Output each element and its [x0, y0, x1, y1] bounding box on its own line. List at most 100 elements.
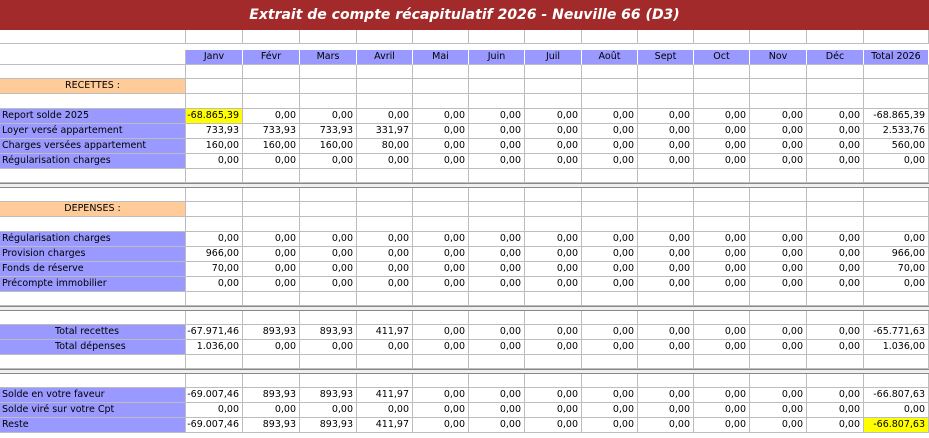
value-cell-déc[interactable]: 0,00 [807, 109, 864, 124]
value-cell[interactable] [864, 374, 929, 388]
value-cell-févr[interactable]: 893,93 [243, 418, 300, 433]
value-cell-août[interactable]: 0,00 [582, 388, 638, 403]
value-cell[interactable] [525, 217, 582, 232]
value-cell[interactable] [582, 374, 638, 388]
value-cell[interactable] [864, 188, 929, 202]
total-cell[interactable]: 1.036,00 [864, 340, 929, 355]
value-cell-sept[interactable]: 0,00 [638, 154, 694, 169]
value-cell[interactable] [582, 188, 638, 202]
value-cell-avril[interactable]: 411,97 [357, 418, 413, 433]
value-cell-juil[interactable]: 0,00 [525, 262, 582, 277]
value-cell-juil[interactable]: 0,00 [525, 403, 582, 418]
value-cell-oct[interactable]: 0,00 [694, 325, 750, 340]
value-cell[interactable] [807, 292, 864, 306]
value-cell[interactable] [413, 79, 469, 94]
value-cell[interactable] [750, 65, 807, 79]
value-cell-oct[interactable]: 0,00 [694, 388, 750, 403]
total-cell[interactable]: -66.807,63 [864, 418, 929, 433]
value-cell[interactable] [186, 169, 243, 183]
month-header-oct[interactable]: Oct [694, 50, 750, 65]
value-cell-août[interactable]: 0,00 [582, 262, 638, 277]
value-cell[interactable] [864, 355, 929, 369]
value-cell[interactable] [243, 169, 300, 183]
total-cell[interactable]: -66.807,63 [864, 388, 929, 403]
value-cell[interactable] [469, 355, 525, 369]
value-cell-déc[interactable]: 0,00 [807, 154, 864, 169]
value-cell[interactable] [186, 79, 243, 94]
value-cell[interactable] [300, 374, 357, 388]
value-cell[interactable] [582, 30, 638, 44]
value-cell-mars[interactable]: 0,00 [300, 109, 357, 124]
value-cell[interactable] [807, 311, 864, 325]
value-cell[interactable] [525, 79, 582, 94]
month-header-sept[interactable]: Sept [638, 50, 694, 65]
value-cell[interactable] [186, 188, 243, 202]
value-cell[interactable] [243, 79, 300, 94]
value-cell-févr[interactable]: 0,00 [243, 262, 300, 277]
value-cell-août[interactable]: 0,00 [582, 139, 638, 154]
value-cell-juil[interactable]: 0,00 [525, 232, 582, 247]
value-cell-août[interactable]: 0,00 [582, 418, 638, 433]
month-header-avril[interactable]: Avril [357, 50, 413, 65]
value-cell[interactable] [638, 79, 694, 94]
value-cell-sept[interactable]: 0,00 [638, 388, 694, 403]
value-cell-juil[interactable]: 0,00 [525, 418, 582, 433]
value-cell[interactable] [807, 188, 864, 202]
value-cell-nov[interactable]: 0,00 [750, 139, 807, 154]
value-cell[interactable] [582, 169, 638, 183]
value-cell[interactable] [864, 292, 929, 306]
value-cell[interactable] [413, 94, 469, 109]
value-cell-janv[interactable]: 0,00 [186, 277, 243, 292]
value-cell-nov[interactable]: 0,00 [750, 109, 807, 124]
value-cell[interactable] [469, 65, 525, 79]
value-cell[interactable] [300, 355, 357, 369]
value-cell[interactable] [243, 65, 300, 79]
value-cell[interactable] [525, 355, 582, 369]
month-header-août[interactable]: Août [582, 50, 638, 65]
value-cell-mai[interactable]: 0,00 [413, 403, 469, 418]
value-cell-avril[interactable]: 80,00 [357, 139, 413, 154]
value-cell-avril[interactable]: 0,00 [357, 262, 413, 277]
value-cell[interactable] [750, 374, 807, 388]
value-cell[interactable] [807, 202, 864, 217]
value-cell[interactable] [750, 94, 807, 109]
value-cell-juil[interactable]: 0,00 [525, 340, 582, 355]
value-cell[interactable] [525, 65, 582, 79]
value-cell-déc[interactable]: 0,00 [807, 139, 864, 154]
value-cell-nov[interactable]: 0,00 [750, 247, 807, 262]
value-cell[interactable] [469, 374, 525, 388]
value-cell-mars[interactable]: 893,93 [300, 388, 357, 403]
value-cell[interactable] [807, 374, 864, 388]
value-cell[interactable] [638, 217, 694, 232]
value-cell-janv[interactable]: -67.971,46 [186, 325, 243, 340]
value-cell[interactable] [807, 65, 864, 79]
value-cell-déc[interactable]: 0,00 [807, 388, 864, 403]
value-cell[interactable] [638, 355, 694, 369]
value-cell-août[interactable]: 0,00 [582, 124, 638, 139]
value-cell-oct[interactable]: 0,00 [694, 124, 750, 139]
value-cell-févr[interactable]: 0,00 [243, 340, 300, 355]
value-cell-févr[interactable]: 160,00 [243, 139, 300, 154]
value-cell-sept[interactable]: 0,00 [638, 403, 694, 418]
value-cell-juin[interactable]: 0,00 [469, 247, 525, 262]
value-cell[interactable] [750, 79, 807, 94]
value-cell[interactable] [582, 94, 638, 109]
value-cell-juin[interactable]: 0,00 [469, 232, 525, 247]
value-cell[interactable] [638, 374, 694, 388]
value-cell-août[interactable]: 0,00 [582, 340, 638, 355]
value-cell[interactable] [413, 355, 469, 369]
value-cell[interactable] [694, 292, 750, 306]
value-cell-août[interactable]: 0,00 [582, 325, 638, 340]
value-cell[interactable] [582, 202, 638, 217]
value-cell[interactable] [300, 202, 357, 217]
value-cell-janv[interactable]: 1.036,00 [186, 340, 243, 355]
value-cell-mars[interactable]: 893,93 [300, 418, 357, 433]
value-cell-juin[interactable]: 0,00 [469, 277, 525, 292]
value-cell[interactable] [469, 202, 525, 217]
value-cell-févr[interactable]: 0,00 [243, 154, 300, 169]
value-cell[interactable] [750, 355, 807, 369]
value-cell-mai[interactable]: 0,00 [413, 124, 469, 139]
value-cell-oct[interactable]: 0,00 [694, 109, 750, 124]
value-cell-déc[interactable]: 0,00 [807, 232, 864, 247]
value-cell-mai[interactable]: 0,00 [413, 418, 469, 433]
